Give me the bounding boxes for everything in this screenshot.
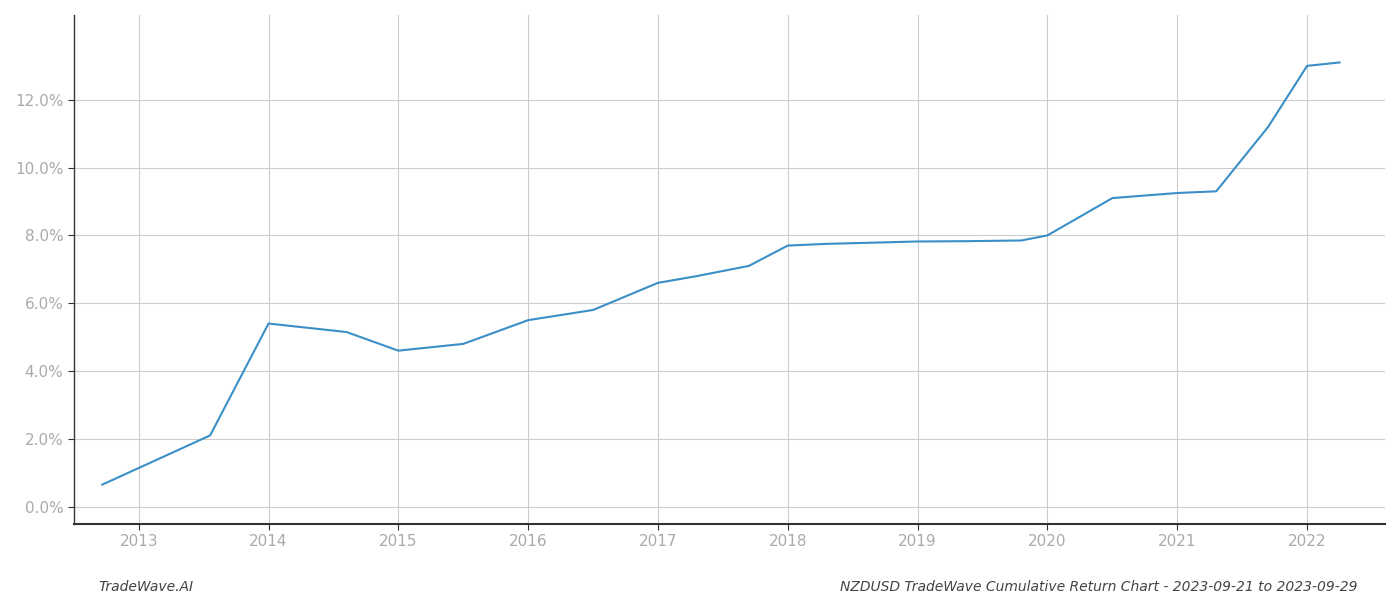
Text: TradeWave.AI: TradeWave.AI bbox=[98, 580, 193, 594]
Text: NZDUSD TradeWave Cumulative Return Chart - 2023-09-21 to 2023-09-29: NZDUSD TradeWave Cumulative Return Chart… bbox=[840, 580, 1358, 594]
